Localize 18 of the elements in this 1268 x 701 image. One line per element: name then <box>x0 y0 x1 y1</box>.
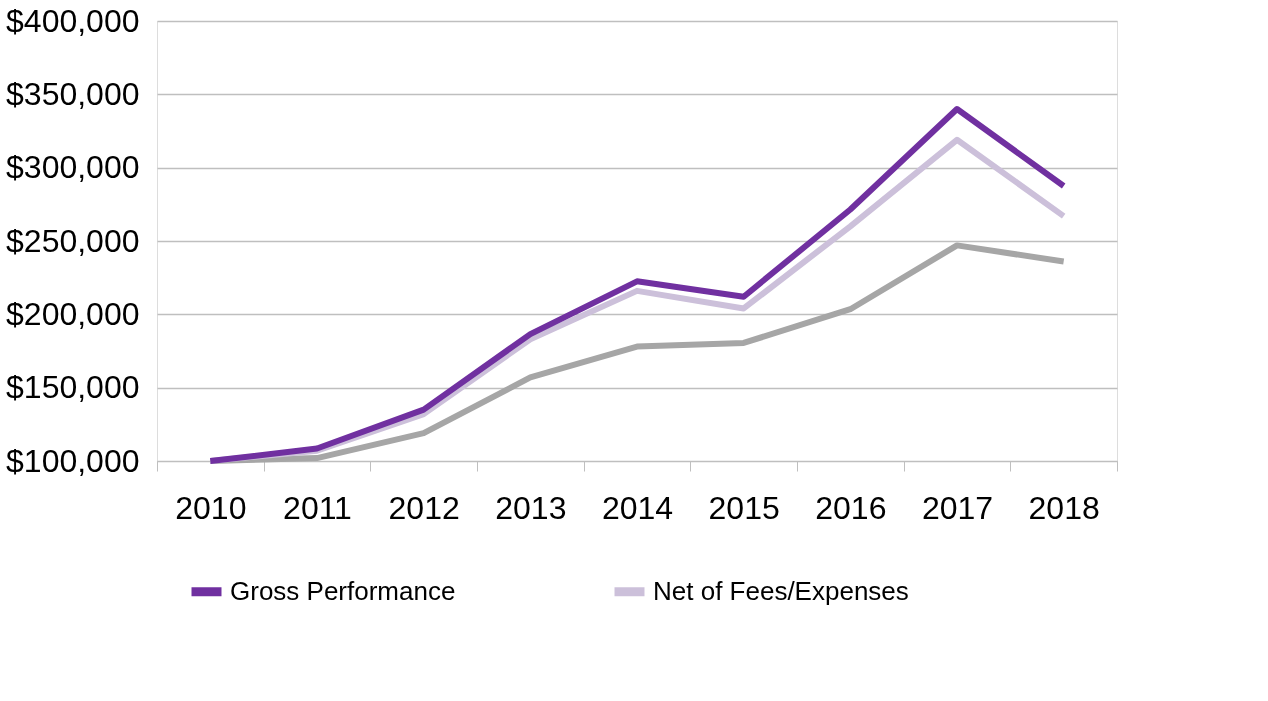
x-tick-label: 2013 <box>495 489 567 526</box>
y-tick-label: $350,000 <box>6 75 140 112</box>
x-tick-label: 2015 <box>708 489 780 526</box>
y-tick-label: $200,000 <box>6 295 140 332</box>
legend-label: Net of Fees/Expenses <box>653 575 909 606</box>
y-tick-label: $300,000 <box>6 149 140 186</box>
x-tick-label: 2014 <box>601 489 674 526</box>
y-tick-label: $400,000 <box>6 2 140 39</box>
x-tick-label: 2011 <box>283 489 352 526</box>
x-tick-label: 2012 <box>388 489 460 526</box>
y-tick-label: $250,000 <box>6 222 140 259</box>
legend-label: Gross Performance <box>230 575 456 606</box>
x-tick-label: 2010 <box>175 489 247 526</box>
y-tick-label: $150,000 <box>6 369 140 406</box>
x-tick-label: 2018 <box>1028 489 1100 526</box>
x-tick-label: 2016 <box>815 489 887 526</box>
x-tick-label: 2017 <box>921 489 994 526</box>
y-tick-label: $100,000 <box>6 442 140 479</box>
